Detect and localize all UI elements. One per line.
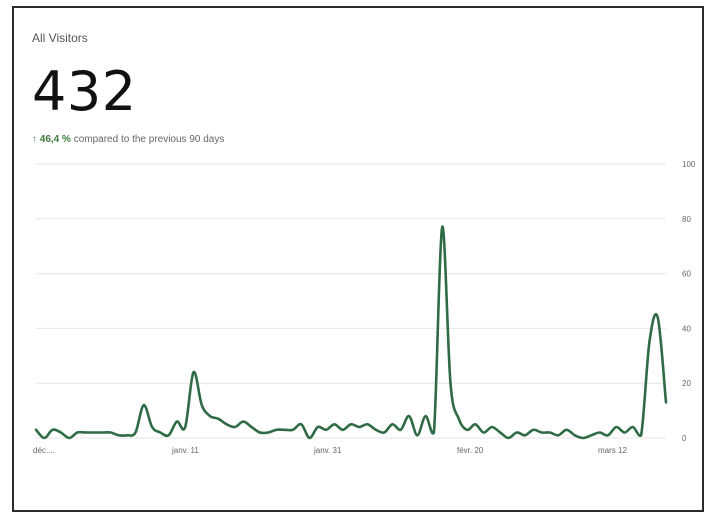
- y-tick-label: 100: [682, 160, 696, 169]
- visitor-count: 432: [32, 60, 137, 123]
- change-text: compared to the previous 90 days: [73, 134, 225, 145]
- card-title: All Visitors: [32, 31, 88, 45]
- change-value: 46,4 %: [39, 134, 71, 145]
- series-line: [34, 225, 668, 440]
- up-arrow-icon: ↑: [32, 134, 37, 145]
- x-tick-label: janv. 31: [313, 446, 342, 455]
- x-tick-label: mars 12: [598, 446, 627, 455]
- x-tick-label: janv. 11: [171, 446, 199, 455]
- y-tick-label: 60: [682, 270, 691, 279]
- y-tick-label: 0: [682, 434, 687, 443]
- change-summary: ↑ 46,4 % compared to the previous 90 day…: [32, 134, 224, 145]
- x-tick-label: févr. 20: [457, 446, 484, 455]
- y-tick-label: 40: [682, 324, 691, 333]
- x-tick-label: déc....: [33, 446, 55, 455]
- y-tick-label: 20: [682, 379, 691, 388]
- y-tick-label: 80: [682, 215, 691, 224]
